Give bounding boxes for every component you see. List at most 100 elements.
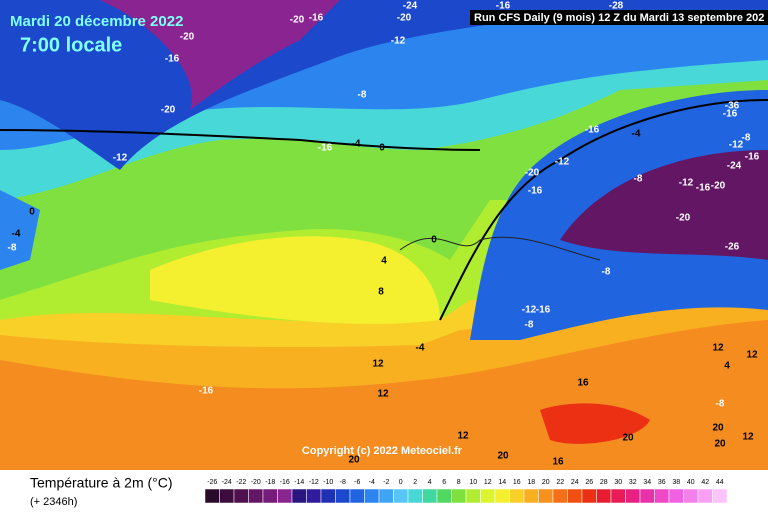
contour-label: -36 xyxy=(725,101,740,112)
legend-value: -26 xyxy=(207,479,217,486)
legend-swatch xyxy=(306,488,322,504)
contour-label: -12 xyxy=(113,153,128,164)
legend-swatch xyxy=(552,488,568,504)
legend-value: 14 xyxy=(498,479,506,486)
legend-value: -4 xyxy=(369,479,375,486)
contour-label: -16 xyxy=(496,1,511,12)
contour-label: -16 xyxy=(165,54,180,65)
legend-value: 36 xyxy=(658,479,666,486)
legend-swatch xyxy=(248,488,264,504)
legend-swatch xyxy=(683,488,699,504)
contour-label: -8 xyxy=(602,267,611,278)
contour-label: -8 xyxy=(525,320,534,331)
contour-label: -16 xyxy=(585,125,600,136)
contour-label: 0 xyxy=(379,143,385,154)
legend-swatch xyxy=(625,488,641,504)
legend-swatch xyxy=(364,488,380,504)
legend-swatch xyxy=(480,488,496,504)
contour-label: -4 xyxy=(12,229,21,240)
contour-label: -20 xyxy=(290,15,305,26)
legend-swatch xyxy=(436,488,452,504)
date: Mardi 20 décembre 2022 xyxy=(10,13,183,30)
legend-swatch xyxy=(277,488,293,504)
contour-label: -12 xyxy=(522,305,537,316)
copyright: Copyright (c) 2022 Meteociel.fr xyxy=(302,445,463,457)
legend-value: 24 xyxy=(571,479,579,486)
legend-value: 6 xyxy=(442,479,446,486)
legend-value: 0 xyxy=(399,479,403,486)
contour-label: 12 xyxy=(372,359,384,370)
contour-label: -8 xyxy=(634,174,643,185)
legend-swatch xyxy=(523,488,539,504)
contour-label: 20 xyxy=(714,439,726,450)
legend-swatch xyxy=(422,488,438,504)
lead-time: (+ 2346h) xyxy=(30,496,77,508)
legend-swatch xyxy=(465,488,481,504)
run-info: Run CFS Daily (9 mois) 12 Z du Mardi 13 … xyxy=(474,12,764,24)
legend-value: -18 xyxy=(265,479,275,486)
legend-swatch xyxy=(378,488,394,504)
contour-label: 20 xyxy=(348,455,360,466)
legend-value: -20 xyxy=(251,479,261,486)
legend-value: 4 xyxy=(428,479,432,486)
legend-swatch xyxy=(538,488,554,504)
legend-swatch xyxy=(697,488,713,504)
legend-value: 40 xyxy=(687,479,695,486)
legend-value: 44 xyxy=(716,479,724,486)
legend-value: 2 xyxy=(413,479,417,486)
legend-value: 34 xyxy=(643,479,651,486)
contour-label: -16 xyxy=(528,186,543,197)
legend-value: -24 xyxy=(222,479,232,486)
legend-swatch xyxy=(654,488,670,504)
contour-label: -16 xyxy=(723,109,738,120)
contour-label: -24 xyxy=(727,161,742,172)
time: 7:00 locale xyxy=(20,34,122,56)
legend-value: 18 xyxy=(527,479,535,486)
legend-value: -10 xyxy=(323,479,333,486)
legend-swatch xyxy=(567,488,583,504)
contour-label: -8 xyxy=(742,133,751,144)
legend-swatch xyxy=(219,488,235,504)
contour-label: -28 xyxy=(609,1,624,12)
contour-label: 0 xyxy=(29,207,35,218)
legend-swatch xyxy=(509,488,525,504)
legend: -26 -24 -22 -20 -18 -16 -14 -12 -10 -8 -6 -4 -2 0 2 4 6 8… xyxy=(204,479,728,504)
legend-value: 32 xyxy=(629,479,637,486)
legend-swatch xyxy=(451,488,467,504)
contour-label: -16 xyxy=(745,152,760,163)
contour-label: -4 xyxy=(352,139,361,150)
contour-label: 16 xyxy=(577,378,589,389)
contour-label: -20 xyxy=(397,13,412,24)
contour-label: -24 xyxy=(403,1,418,12)
contour-label: 16 xyxy=(552,457,564,468)
legend-swatch xyxy=(262,488,278,504)
contour-label: 20 xyxy=(712,423,724,434)
legend-value: 8 xyxy=(457,479,461,486)
legend-value: 26 xyxy=(585,479,593,486)
contour-label: -20 xyxy=(676,213,691,224)
contour-labels: -20-16-20 -16-24-20-12-8-20-12-16 -4 0-4-80… xyxy=(8,1,760,468)
contour-label: -20 xyxy=(180,32,195,43)
contour-label: -12 xyxy=(679,178,694,189)
legend-value: -22 xyxy=(236,479,246,486)
contour-label: 12 xyxy=(712,343,724,354)
contour-label: 8 xyxy=(378,287,384,298)
contour-label: 12 xyxy=(746,350,758,361)
contour-label: -12 xyxy=(391,36,406,47)
footer-title: Température à 2m (°C) xyxy=(30,475,173,491)
legend-swatch xyxy=(291,488,307,504)
legend-value: 10 xyxy=(469,479,477,486)
legend-value: -2 xyxy=(383,479,389,486)
legend-value: 16 xyxy=(513,479,521,486)
legend-value: 12 xyxy=(484,479,492,486)
legend-value: 42 xyxy=(701,479,709,486)
legend-value: -6 xyxy=(354,479,360,486)
contour-label: -4 xyxy=(416,343,425,354)
contour-label: -20 xyxy=(525,168,540,179)
contour-label: -12 xyxy=(729,140,744,151)
legend-value: -8 xyxy=(340,479,346,486)
legend-swatch xyxy=(712,488,728,504)
legend-value: 28 xyxy=(600,479,608,486)
legend-swatch xyxy=(639,488,655,504)
run-box xyxy=(470,10,768,25)
